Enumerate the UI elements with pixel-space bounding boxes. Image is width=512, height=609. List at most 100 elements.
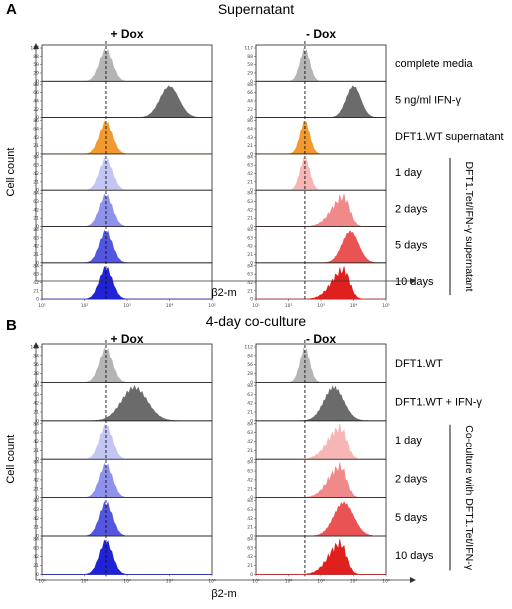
x-tick-label: 10⁴ (350, 578, 358, 584)
y-tick-label: 0 (36, 115, 39, 121)
histogram-row: 0214263840214263845 days (33, 497, 428, 540)
x-tick-label: 10⁵ (382, 578, 390, 584)
histogram-minus-dox (256, 385, 386, 422)
x-tick-label: 10¹ (252, 578, 260, 584)
x-tick-label: 10³ (317, 303, 325, 309)
y-tick-label: 42 (247, 439, 253, 445)
histogram-plus-dox (42, 462, 212, 498)
plot-frame (255, 153, 387, 191)
y-tick-label: 0 (36, 457, 39, 463)
histogram-minus-dox (256, 193, 386, 227)
y-tick-label: 21 (33, 288, 39, 294)
y-tick-label: 0 (250, 260, 253, 266)
histogram-plus-dox (42, 539, 212, 575)
row-label: DFT1.WT supernatant (395, 131, 504, 143)
x-tick-label: 10¹ (38, 303, 46, 309)
y-tick-label: 64 (247, 126, 253, 132)
row-label: 5 ng/ml IFN-γ (395, 94, 462, 106)
y-tick-label: 0 (36, 224, 39, 230)
x-axis-title: β2-m (211, 287, 236, 299)
plot-frame (41, 343, 213, 383)
histogram-minus-dox (256, 539, 386, 575)
y-tick-label: 0 (36, 380, 39, 386)
y-axis-arrow (33, 43, 39, 49)
y-tick-label: 21 (247, 252, 253, 258)
y-tick-label: 21 (247, 409, 253, 415)
y-tick-label: 0 (36, 297, 39, 303)
x-axis-title: β2-m (211, 588, 236, 600)
y-tick-label: 21 (247, 288, 253, 294)
histogram-plus-dox (42, 424, 212, 460)
y-tick-label: 0 (250, 380, 253, 386)
panel-b: B 4-day co-culture + Dox - Dox Cell count 0 28… (5, 313, 482, 600)
y-tick-label: 84 (247, 421, 253, 427)
y-tick-label: 84 (247, 383, 253, 389)
x-tick-label: 10⁵ (382, 303, 390, 309)
x-axis-arrow (410, 577, 416, 583)
y-tick-label: 42 (247, 554, 253, 560)
y-tick-label: 42 (247, 244, 253, 250)
y-tick-label: 42 (33, 280, 39, 286)
panel-letter: A (6, 1, 17, 18)
histogram-row: 0214263840214263842 days (33, 458, 428, 501)
plot-frame (41, 153, 213, 191)
plot-frame (41, 497, 213, 537)
y-tick-label: 0 (250, 297, 253, 303)
panel-letter: B (6, 317, 17, 334)
panel-a: A Supernatant + Dox - Dox Cell count 0 29 59 88 1… (5, 1, 504, 309)
histogram-row: 0214263840214263842 days (33, 189, 428, 230)
x-tick-label: 10¹ (252, 303, 260, 309)
histogram-plus-dox (42, 266, 212, 300)
histogram-plus-dox (42, 193, 212, 227)
y-tick-label: 42 (247, 280, 253, 286)
y-tick-label: 0 (36, 572, 39, 578)
histogram-row: 0214263840214263841 day (33, 420, 422, 463)
histogram-minus-dox (256, 120, 386, 155)
row-label: complete media (395, 58, 474, 70)
y-tick-label: 112 (244, 345, 253, 351)
y-tick-label: 84 (247, 537, 253, 543)
plot-frame (255, 44, 387, 82)
y-tick-label: 21 (247, 179, 253, 185)
plot-frame (255, 343, 387, 383)
histogram-row: 02142638402142638410 days (33, 535, 434, 578)
plot-frame (255, 226, 387, 264)
row-label: 1 day (395, 435, 422, 447)
y-tick-label: 42 (247, 401, 253, 407)
y-tick-label: 0 (250, 224, 253, 230)
y-tick-label: 88 (247, 54, 253, 60)
histogram-plus-dox (42, 85, 212, 118)
x-tick-label: 10¹ (38, 578, 46, 584)
row-label: 5 days (395, 240, 428, 252)
plot-frame (41, 44, 213, 82)
x-tick-label: 10² (285, 303, 293, 309)
row-label: 2 days (395, 473, 428, 485)
histogram-plus-dox (42, 157, 212, 191)
y-tick-label: 42 (247, 207, 253, 213)
y-tick-label: 42 (247, 477, 253, 483)
y-tick-label: 66 (247, 90, 253, 96)
column-header: + Dox (110, 27, 143, 41)
y-tick-label: 0 (250, 534, 253, 540)
column-header: - Dox (306, 332, 336, 346)
histogram-minus-dox (256, 347, 386, 383)
histogram-row: 0214263840214263841 day (33, 153, 422, 194)
y-tick-label: 63 (247, 430, 253, 436)
x-tick-label: 10⁵ (208, 303, 216, 309)
x-axis-arrow (410, 278, 416, 284)
histogram-minus-dox (256, 423, 386, 460)
x-tick-label: 10⁴ (166, 303, 174, 309)
histogram-row: 021426384021426384DFT1.WT + IFN-γ (33, 381, 482, 424)
y-tick-label: 63 (247, 235, 253, 241)
y-tick-label: 84 (247, 263, 253, 269)
plot-frame (41, 420, 213, 460)
y-tick-label: 63 (247, 199, 253, 205)
histogram-row: 02856841120285684112DFT1.WT (30, 343, 443, 386)
x-tick-label: 10³ (317, 578, 325, 584)
y-tick-label: 28 (247, 371, 253, 377)
x-tick-label: 10⁴ (350, 303, 358, 309)
row-label: 10 days (395, 550, 434, 562)
histogram-minus-dox (256, 501, 386, 537)
y-tick-label: 0 (36, 151, 39, 157)
y-axis-title: Cell count (5, 435, 17, 484)
